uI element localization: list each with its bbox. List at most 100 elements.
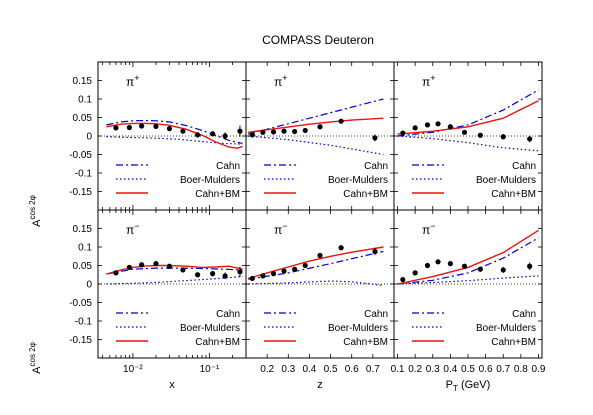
hadron-label: π− — [274, 221, 288, 237]
series-cahn — [248, 250, 384, 280]
x-axis-label: z — [317, 379, 323, 391]
series-boer-mulders — [248, 280, 384, 287]
data-point — [210, 271, 216, 277]
y-axis-label-top: Acos 2φ — [28, 195, 43, 227]
series-cahn — [397, 89, 539, 137]
panel-plot-area — [98, 261, 246, 285]
y-tick-label: -0.1 — [75, 169, 93, 180]
legend-label: Boer-Mulders — [328, 175, 388, 186]
series-boer-mulders — [106, 276, 243, 285]
panel-0: 0.15 0.1 0.05 0 -0.05 -0.1 -0.15 π+ Cahn Boer-Mul… — [69, 61, 247, 211]
series-cahn — [106, 267, 243, 275]
data-point — [461, 263, 468, 269]
data-point — [317, 252, 323, 259]
legend-label: Boer-Mulders — [328, 323, 388, 334]
data-point — [412, 270, 418, 276]
data-point — [126, 124, 133, 131]
y-tick-label: 0.05 — [73, 113, 93, 124]
legend-label: Boer-Mulders — [180, 323, 240, 334]
x-axis-label: x — [169, 379, 175, 391]
y-tick-label: 0.1 — [78, 95, 92, 106]
data-point — [113, 125, 119, 131]
legend-label: Boer-Mulders — [476, 175, 536, 186]
x-tick-label: 0.8 — [514, 364, 528, 375]
y-axis-label-bottom: Acos 2φ — [28, 342, 43, 374]
data-point — [435, 259, 441, 265]
x-tick-label: 0.4 — [302, 364, 316, 375]
panel-frame — [97, 209, 247, 359]
data-point — [372, 248, 378, 255]
legend-label: Cahn — [216, 161, 240, 172]
x-tick-label: 0.7 — [496, 364, 510, 375]
data-point — [260, 129, 266, 135]
data-point — [302, 127, 308, 134]
y-tick-label: 0.15 — [73, 224, 93, 235]
hadron-label: π+ — [422, 73, 436, 89]
x-tick-label: 0.2 — [260, 364, 274, 375]
x-tick-label: 0.5 — [461, 364, 475, 375]
panel-plot-area — [246, 245, 394, 287]
data-point — [447, 124, 453, 130]
data-point — [260, 273, 266, 279]
data-point — [500, 134, 506, 140]
panel-frame — [393, 61, 543, 211]
series-cahn-bm — [248, 117, 384, 133]
panel-plot-area — [98, 119, 246, 149]
x-tick-label: 0.1 — [391, 364, 405, 375]
series-cahn — [247, 98, 384, 135]
panel-3: 0.15 0.1 0.05 0 -0.05 -0.1 -0.15 10⁻² 10⁻¹ π− Cahn… — [69, 209, 247, 391]
y-tick-label: -0.05 — [69, 150, 92, 161]
panel-frame — [245, 61, 395, 211]
data-point — [153, 261, 159, 267]
series-cahn-bm — [397, 100, 539, 135]
x-tick-label: 0.6 — [479, 364, 493, 375]
data-point — [292, 128, 298, 135]
legend-label: Cahn+BM — [195, 189, 240, 200]
data-point — [372, 135, 378, 141]
data-point — [222, 133, 228, 139]
panel-plot-area — [394, 229, 542, 285]
data-point — [527, 263, 533, 269]
series-boer-mulders — [397, 135, 539, 152]
data-point — [292, 266, 298, 272]
data-point — [210, 131, 216, 137]
data-point — [447, 261, 453, 267]
x-tick-label: 10⁻² — [123, 364, 143, 375]
data-point — [424, 122, 431, 128]
y-tick-label: -0.15 — [69, 335, 92, 346]
x-tick-label: 0.7 — [366, 364, 380, 375]
data-point — [281, 128, 287, 134]
y-tick-label: 0.1 — [78, 243, 92, 254]
series-cahn — [397, 237, 539, 285]
y-tick-label: -0.05 — [69, 298, 92, 309]
data-point — [270, 271, 277, 277]
series-cahn-bm — [106, 122, 243, 149]
hadron-label: π− — [126, 221, 140, 237]
data-point — [302, 262, 308, 269]
x-tick-label: 10⁻¹ — [200, 364, 220, 375]
data-point — [477, 266, 483, 272]
legend-label: Cahn+BM — [491, 337, 536, 348]
data-point — [400, 130, 406, 136]
data-point — [195, 132, 201, 138]
legend-label: Boer-Mulders — [476, 323, 536, 334]
data-point — [139, 262, 145, 268]
legend-label: Cahn+BM — [343, 337, 388, 348]
series-cahn — [106, 119, 243, 144]
y-tick-label: 0.15 — [73, 76, 93, 87]
figure-title: COMPASS Deuteron — [262, 33, 374, 47]
data-point — [527, 136, 533, 142]
series-cahn-bm — [397, 229, 539, 285]
x-tick-label: 0.3 — [281, 364, 295, 375]
data-point — [166, 263, 173, 269]
series-boer-mulders — [106, 136, 243, 145]
data-point — [500, 267, 506, 273]
data-point — [166, 126, 173, 132]
data-point — [461, 129, 468, 135]
panel-plot-area — [394, 89, 542, 152]
x-tick-label: 0.3 — [426, 364, 440, 375]
data-point — [435, 121, 441, 127]
legend-label: Cahn+BM — [491, 189, 536, 200]
data-point — [249, 275, 255, 282]
